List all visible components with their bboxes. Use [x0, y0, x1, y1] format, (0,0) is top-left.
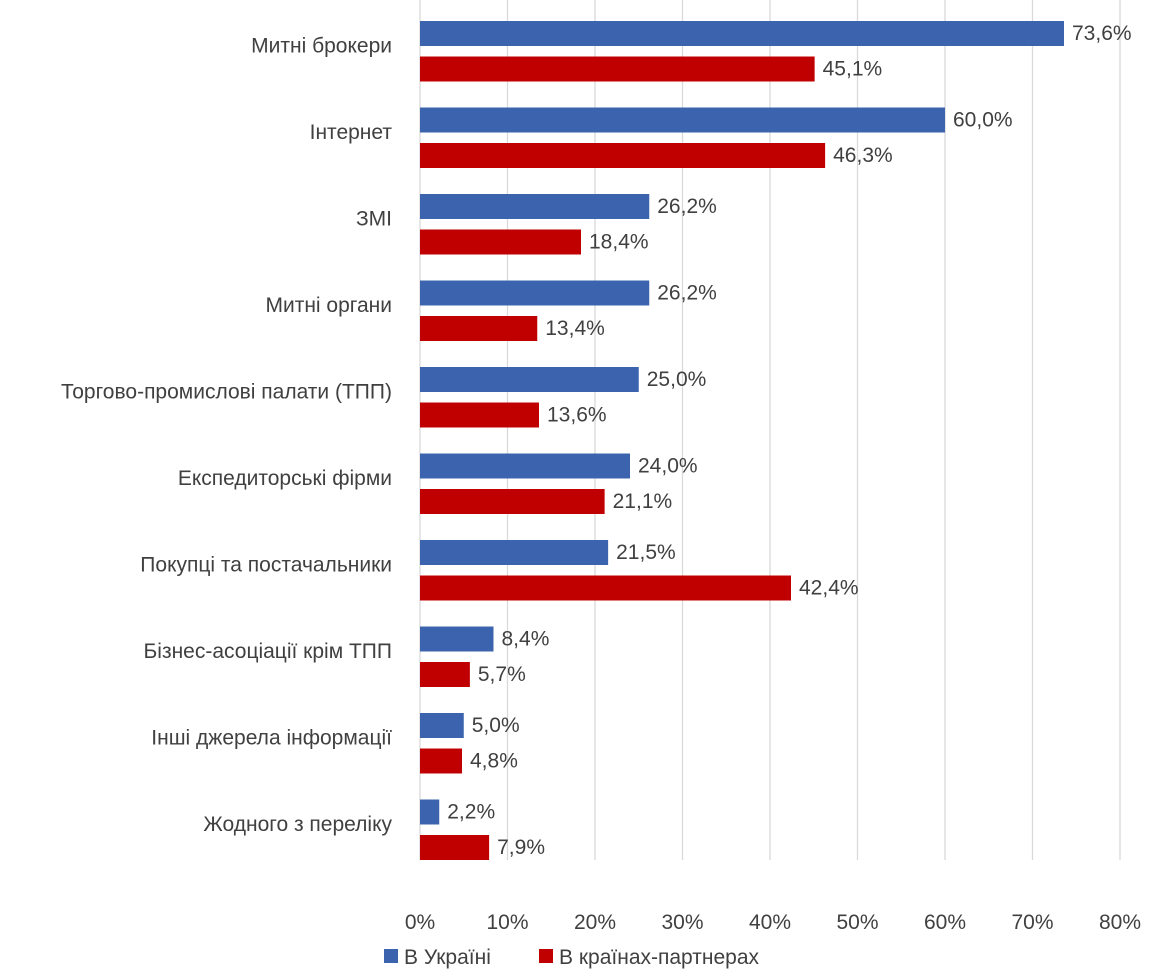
- bar-partners: [420, 662, 470, 687]
- x-tick-label: 50%: [836, 911, 878, 934]
- bar-partners: [420, 575, 791, 601]
- bars: 73,6% 45,1% 60,0% 46,3% 26,2% 18,4% 26,2% 13,4%…: [420, 21, 1132, 860]
- data-label: 26,2%: [657, 195, 717, 218]
- bar-ukraine: [420, 540, 609, 565]
- category-label: Інші джерела інформації: [151, 727, 392, 750]
- category-label: Митні органи: [265, 294, 392, 317]
- data-label: 7,9%: [497, 836, 545, 859]
- legend-label: В Україні: [404, 946, 491, 969]
- bar-ukraine: [420, 280, 650, 306]
- legend: В Україні В країнах-партнерах: [384, 946, 760, 969]
- category-labels: Митні брокери Інтернет ЗМІ Митні органи Торг…: [61, 35, 392, 837]
- x-tick-label: 10%: [486, 911, 528, 934]
- data-label: 60,0%: [953, 109, 1013, 132]
- data-label: 73,6%: [1072, 22, 1132, 45]
- category-label: Покупці та постачальники: [140, 554, 392, 577]
- bar-partners: [420, 316, 538, 341]
- bar-partners: [420, 402, 539, 428]
- bar-ukraine: [420, 626, 494, 652]
- bar-ukraine: [420, 799, 440, 825]
- data-label: 42,4%: [799, 577, 859, 600]
- bar-partners: [420, 143, 826, 168]
- data-label: 21,1%: [613, 490, 673, 513]
- data-label: 13,6%: [547, 404, 607, 427]
- x-tick-label: 20%: [574, 911, 616, 934]
- x-axis-ticks: 0% 10% 20% 30% 40% 50% 60% 70% 80%: [405, 911, 1141, 934]
- x-tick-label: 70%: [1011, 911, 1053, 934]
- bar-partners: [420, 835, 490, 860]
- bar-partners: [420, 229, 581, 255]
- data-label: 25,0%: [647, 368, 707, 391]
- bar-ukraine: [420, 21, 1064, 46]
- data-label: 45,1%: [823, 58, 883, 81]
- bar-partners: [420, 56, 815, 82]
- data-label: 46,3%: [833, 144, 893, 167]
- category-label: ЗМІ: [356, 208, 392, 231]
- bar-ukraine: [420, 367, 639, 392]
- category-label: Митні брокери: [251, 35, 392, 58]
- bar-ukraine: [420, 107, 945, 133]
- data-label: 4,8%: [470, 750, 518, 773]
- data-label: 5,7%: [478, 663, 526, 686]
- bar-ukraine: [420, 194, 650, 219]
- legend-swatch-partners: [539, 949, 553, 963]
- category-label: Бізнес-асоціації крім ТПП: [144, 640, 393, 663]
- data-label: 26,2%: [657, 282, 717, 305]
- data-label: 13,4%: [545, 317, 605, 340]
- data-label: 2,2%: [447, 801, 495, 824]
- data-label: 18,4%: [589, 231, 649, 254]
- category-label: Інтернет: [310, 121, 393, 144]
- legend-swatch-ukraine: [384, 949, 398, 963]
- category-label: Жодного з переліку: [203, 813, 392, 836]
- x-tick-label: 0%: [405, 911, 435, 934]
- bar-partners: [420, 489, 605, 514]
- category-label: Експедиторські фірми: [178, 467, 392, 490]
- data-label: 5,0%: [472, 714, 520, 737]
- bar-ukraine: [420, 713, 464, 738]
- bar-partners: [420, 748, 462, 774]
- bar-ukraine: [420, 453, 630, 479]
- data-label: 21,5%: [616, 541, 676, 564]
- x-tick-label: 60%: [924, 911, 966, 934]
- legend-label: В країнах-партнерах: [559, 946, 760, 969]
- data-label: 24,0%: [638, 455, 698, 478]
- x-tick-label: 30%: [661, 911, 703, 934]
- data-label: 8,4%: [502, 628, 550, 651]
- x-tick-label: 40%: [749, 911, 791, 934]
- x-tick-label: 80%: [1099, 911, 1141, 934]
- category-label: Торгово-промислові палати (ТПП): [61, 381, 392, 404]
